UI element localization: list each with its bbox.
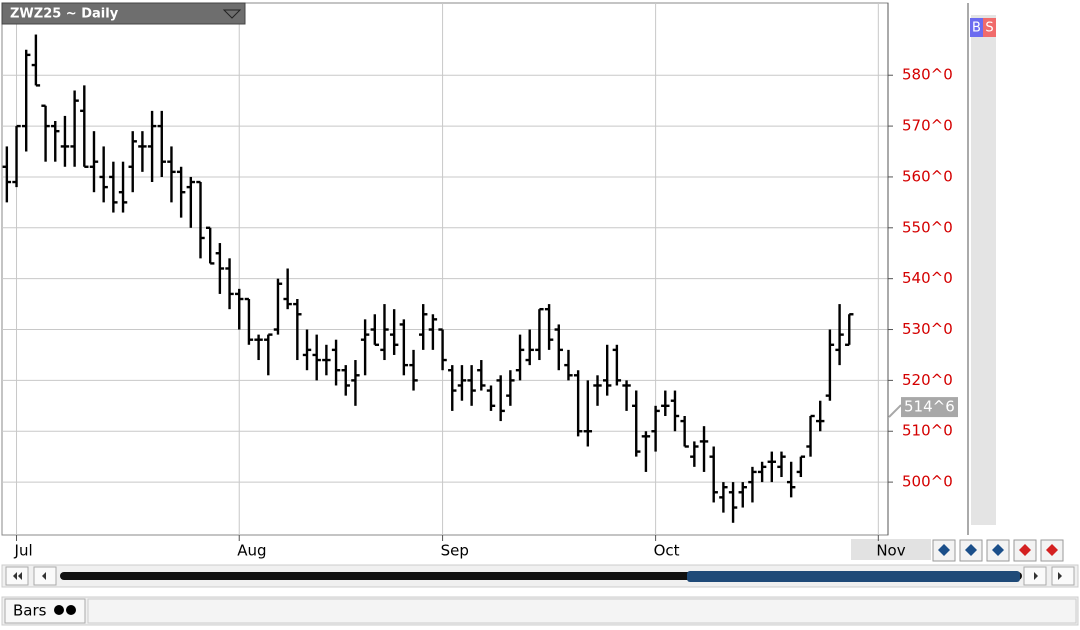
nav-icon [1019,544,1031,556]
arrow [42,572,46,580]
nov-highlight [851,539,931,560]
last-price-label: 514^6 [904,398,955,416]
dropdown-arrow[interactable] [222,9,242,19]
nav-icon [938,544,950,556]
scroll-last[interactable] [1051,566,1075,586]
sell-label[interactable]: S [985,21,993,36]
tab-icon [54,605,64,615]
last-price-box [901,397,958,418]
y-tick-label: 520^0 [902,371,953,389]
y-tick-label: 560^0 [902,167,953,185]
y-tick-label: 530^0 [902,320,953,338]
last-price-pointer [888,404,902,418]
y-tick-label: 510^0 [902,422,953,440]
plot-area [1,2,889,536]
tab-empty [87,598,1077,624]
x-tick-label: Sep [441,542,469,560]
order-strip [971,15,996,525]
tab-label[interactable]: Bars [13,602,47,620]
nav-buttons [932,539,1064,562]
x-tick-label: Aug [237,542,266,560]
scroll-thumb[interactable] [687,571,1020,582]
y-tick-label: 580^0 [902,66,953,84]
x-tick-label: Oct [654,542,680,560]
nav-icon [992,544,1004,556]
title-bar[interactable] [1,2,246,25]
nav-icon [1046,544,1058,556]
arrow [18,572,22,580]
arrow [1034,572,1038,580]
nav-icon [965,544,977,556]
buy-button[interactable] [970,18,983,37]
tab-icon [66,605,76,615]
y-tick-label: 550^0 [902,218,953,236]
arrow [1058,572,1062,580]
buy-label[interactable]: B [972,21,981,36]
y-tick-label: 540^0 [902,269,953,287]
arrow [13,572,17,580]
chart-title: ZWZ25 ~ Daily [10,7,119,22]
sell-button[interactable] [983,18,996,37]
y-tick-label: 500^0 [902,473,953,491]
x-tick-label: Jul [14,542,33,560]
x-tick-label: Nov [876,542,905,560]
y-tick-label: 570^0 [902,117,953,135]
